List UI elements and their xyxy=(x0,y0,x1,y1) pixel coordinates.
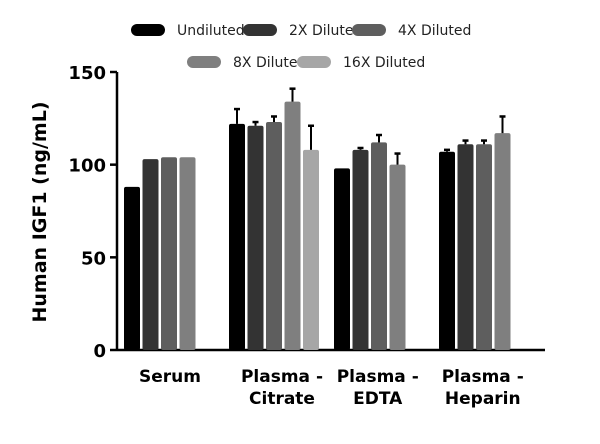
bar xyxy=(494,133,511,350)
y-tick-label: 50 xyxy=(81,248,106,269)
legend-swatch xyxy=(243,24,277,36)
bar xyxy=(457,144,474,350)
bar xyxy=(284,101,301,350)
bar xyxy=(439,151,455,350)
bar xyxy=(303,149,319,350)
bar xyxy=(247,125,264,350)
bar xyxy=(142,159,159,350)
bar xyxy=(161,157,177,350)
legend-label: 8X Diluted xyxy=(233,55,306,71)
x-tick-label: Plasma - xyxy=(241,367,323,387)
bar xyxy=(124,186,140,350)
legend-swatch xyxy=(297,56,331,68)
bar xyxy=(334,168,350,350)
x-tick-label: Plasma - xyxy=(442,367,524,387)
bar xyxy=(476,144,492,350)
x-tick-label: Plasma - xyxy=(337,367,419,387)
legend-swatch xyxy=(131,24,165,36)
bar xyxy=(389,164,406,350)
y-tick-label: 0 xyxy=(93,341,106,362)
legend-label: 2X Diluted xyxy=(289,23,362,39)
bar xyxy=(229,123,245,350)
x-tick-label: Heparin xyxy=(445,389,521,409)
x-tick-label: EDTA xyxy=(353,389,403,409)
bar xyxy=(266,122,282,350)
y-tick-label: 100 xyxy=(68,156,106,177)
legend-label: Undiluted xyxy=(177,23,245,39)
y-axis-label: Human IGF1 (ng/mL) xyxy=(29,101,51,322)
legend-label: 16X Diluted xyxy=(343,55,425,71)
x-tick-label: Citrate xyxy=(249,389,315,409)
bar xyxy=(371,142,387,350)
bar xyxy=(179,157,196,350)
legend-swatch xyxy=(352,24,386,36)
legend-label: 4X Diluted xyxy=(398,23,471,39)
y-tick-label: 150 xyxy=(68,63,106,84)
legend-swatch xyxy=(187,56,221,68)
x-tick-label: Serum xyxy=(139,367,201,387)
bar xyxy=(352,149,369,350)
